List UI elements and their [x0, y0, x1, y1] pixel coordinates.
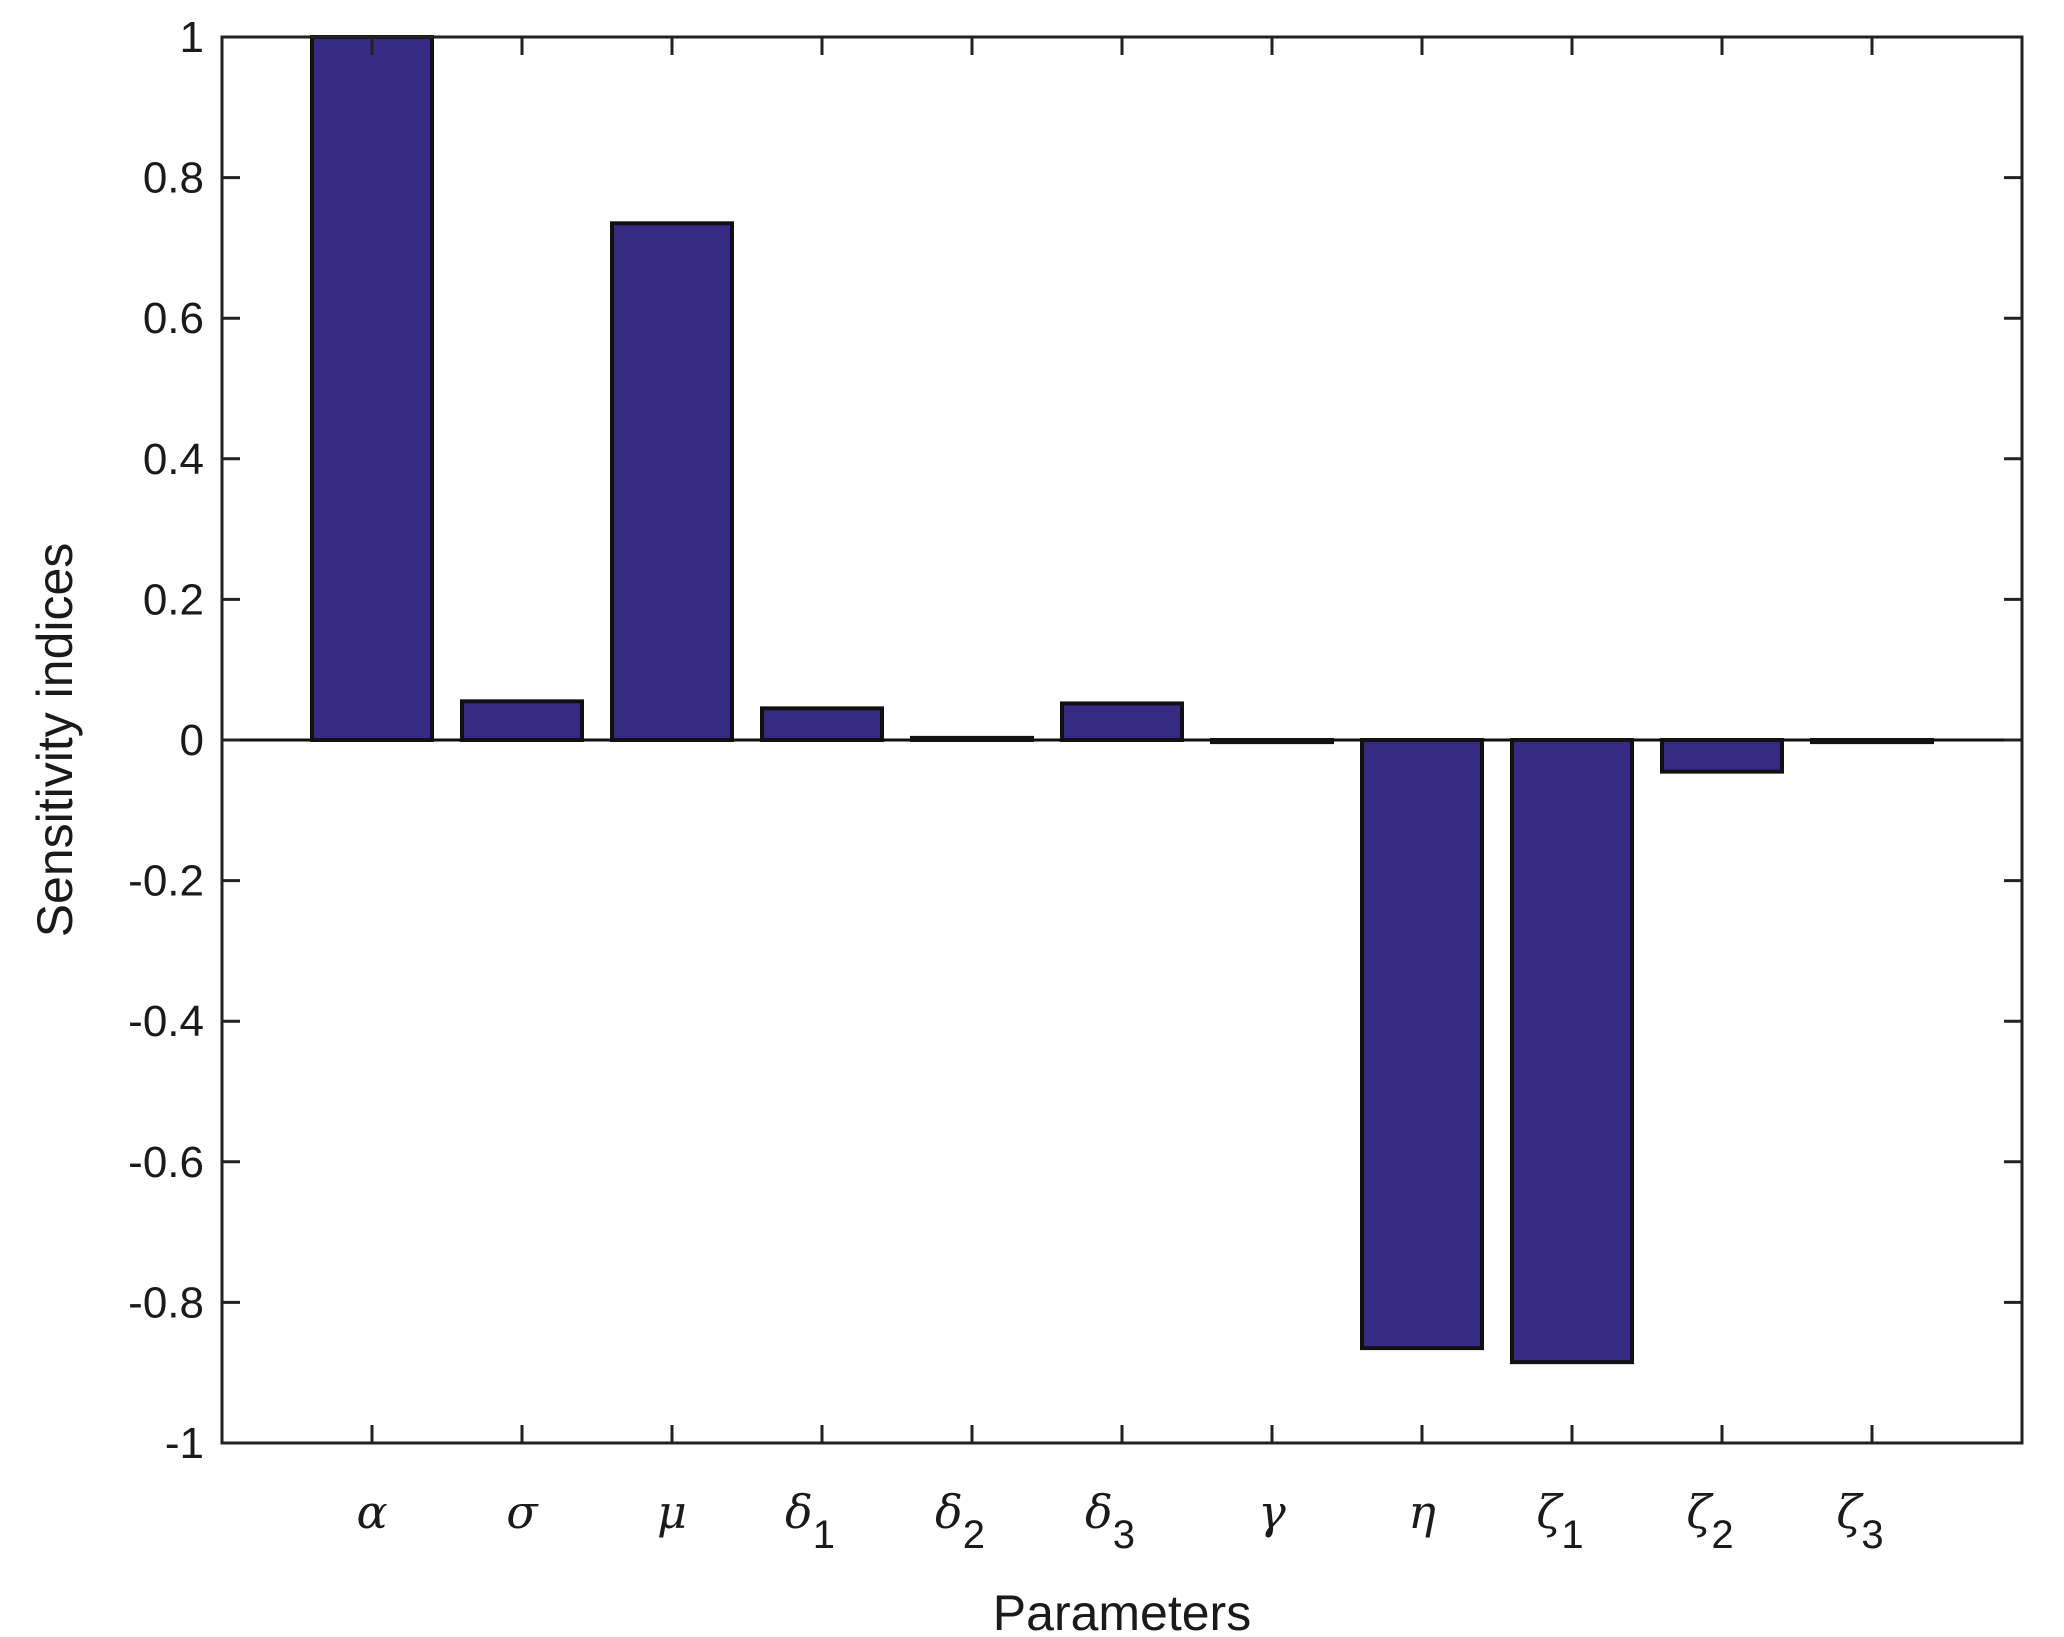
x-tick-label: ζ2 [1686, 1485, 1733, 1557]
bar-4 [760, 706, 884, 742]
x-tick-label: σ [506, 1485, 539, 1539]
x-tick-label: ζ3 [1836, 1485, 1883, 1557]
y-tick-label: -0.4 [128, 997, 204, 1046]
bar-10 [1660, 738, 1784, 774]
y-tick-label: 1 [180, 13, 204, 62]
x-tick-label: η [1408, 1485, 1436, 1539]
y-tick-label: -0.6 [128, 1138, 204, 1187]
bar-2 [460, 699, 584, 743]
y-tick-label: -0.8 [128, 1278, 204, 1327]
x-tick-label: δ2 [935, 1485, 985, 1557]
y-tick-label: 0.4 [143, 435, 204, 484]
y-tick-label: 0 [180, 716, 204, 765]
bar-9 [1510, 738, 1634, 1365]
x-tick-label: ζ1 [1536, 1485, 1583, 1557]
y-tick-label: -0.2 [128, 857, 204, 906]
x-tick-label: α [356, 1485, 387, 1539]
y-tick-label: -1 [165, 1419, 204, 1468]
bars-group [310, 35, 1934, 1365]
bar-3 [610, 221, 734, 743]
bar-6 [1060, 701, 1184, 742]
x-tick-label: δ1 [785, 1485, 835, 1557]
y-tick-label: 0.8 [143, 154, 204, 203]
x-tick-label: γ [1258, 1485, 1286, 1539]
y-axis-title: Sensitivity indices [27, 543, 83, 938]
x-axis-ticks: α σ μ δ1 δ2 δ3 γ η ζ1 ζ2 ζ3 [356, 37, 1884, 1557]
y-axis-ticks: -1 -0.8 -0.6 -0.4 -0.2 0 0.2 0.4 0.6 0.8 1 [128, 13, 2022, 1468]
y-tick-label: 0.6 [143, 294, 204, 343]
x-tick-label: δ3 [1085, 1485, 1135, 1557]
y-tick-label: 0.2 [143, 575, 204, 624]
bar-8 [1360, 738, 1484, 1351]
plot-frame [220, 35, 2024, 1445]
bar-1 [310, 35, 434, 742]
x-axis-title: Parameters [993, 1585, 1251, 1637]
x-tick-label: μ [657, 1485, 687, 1539]
